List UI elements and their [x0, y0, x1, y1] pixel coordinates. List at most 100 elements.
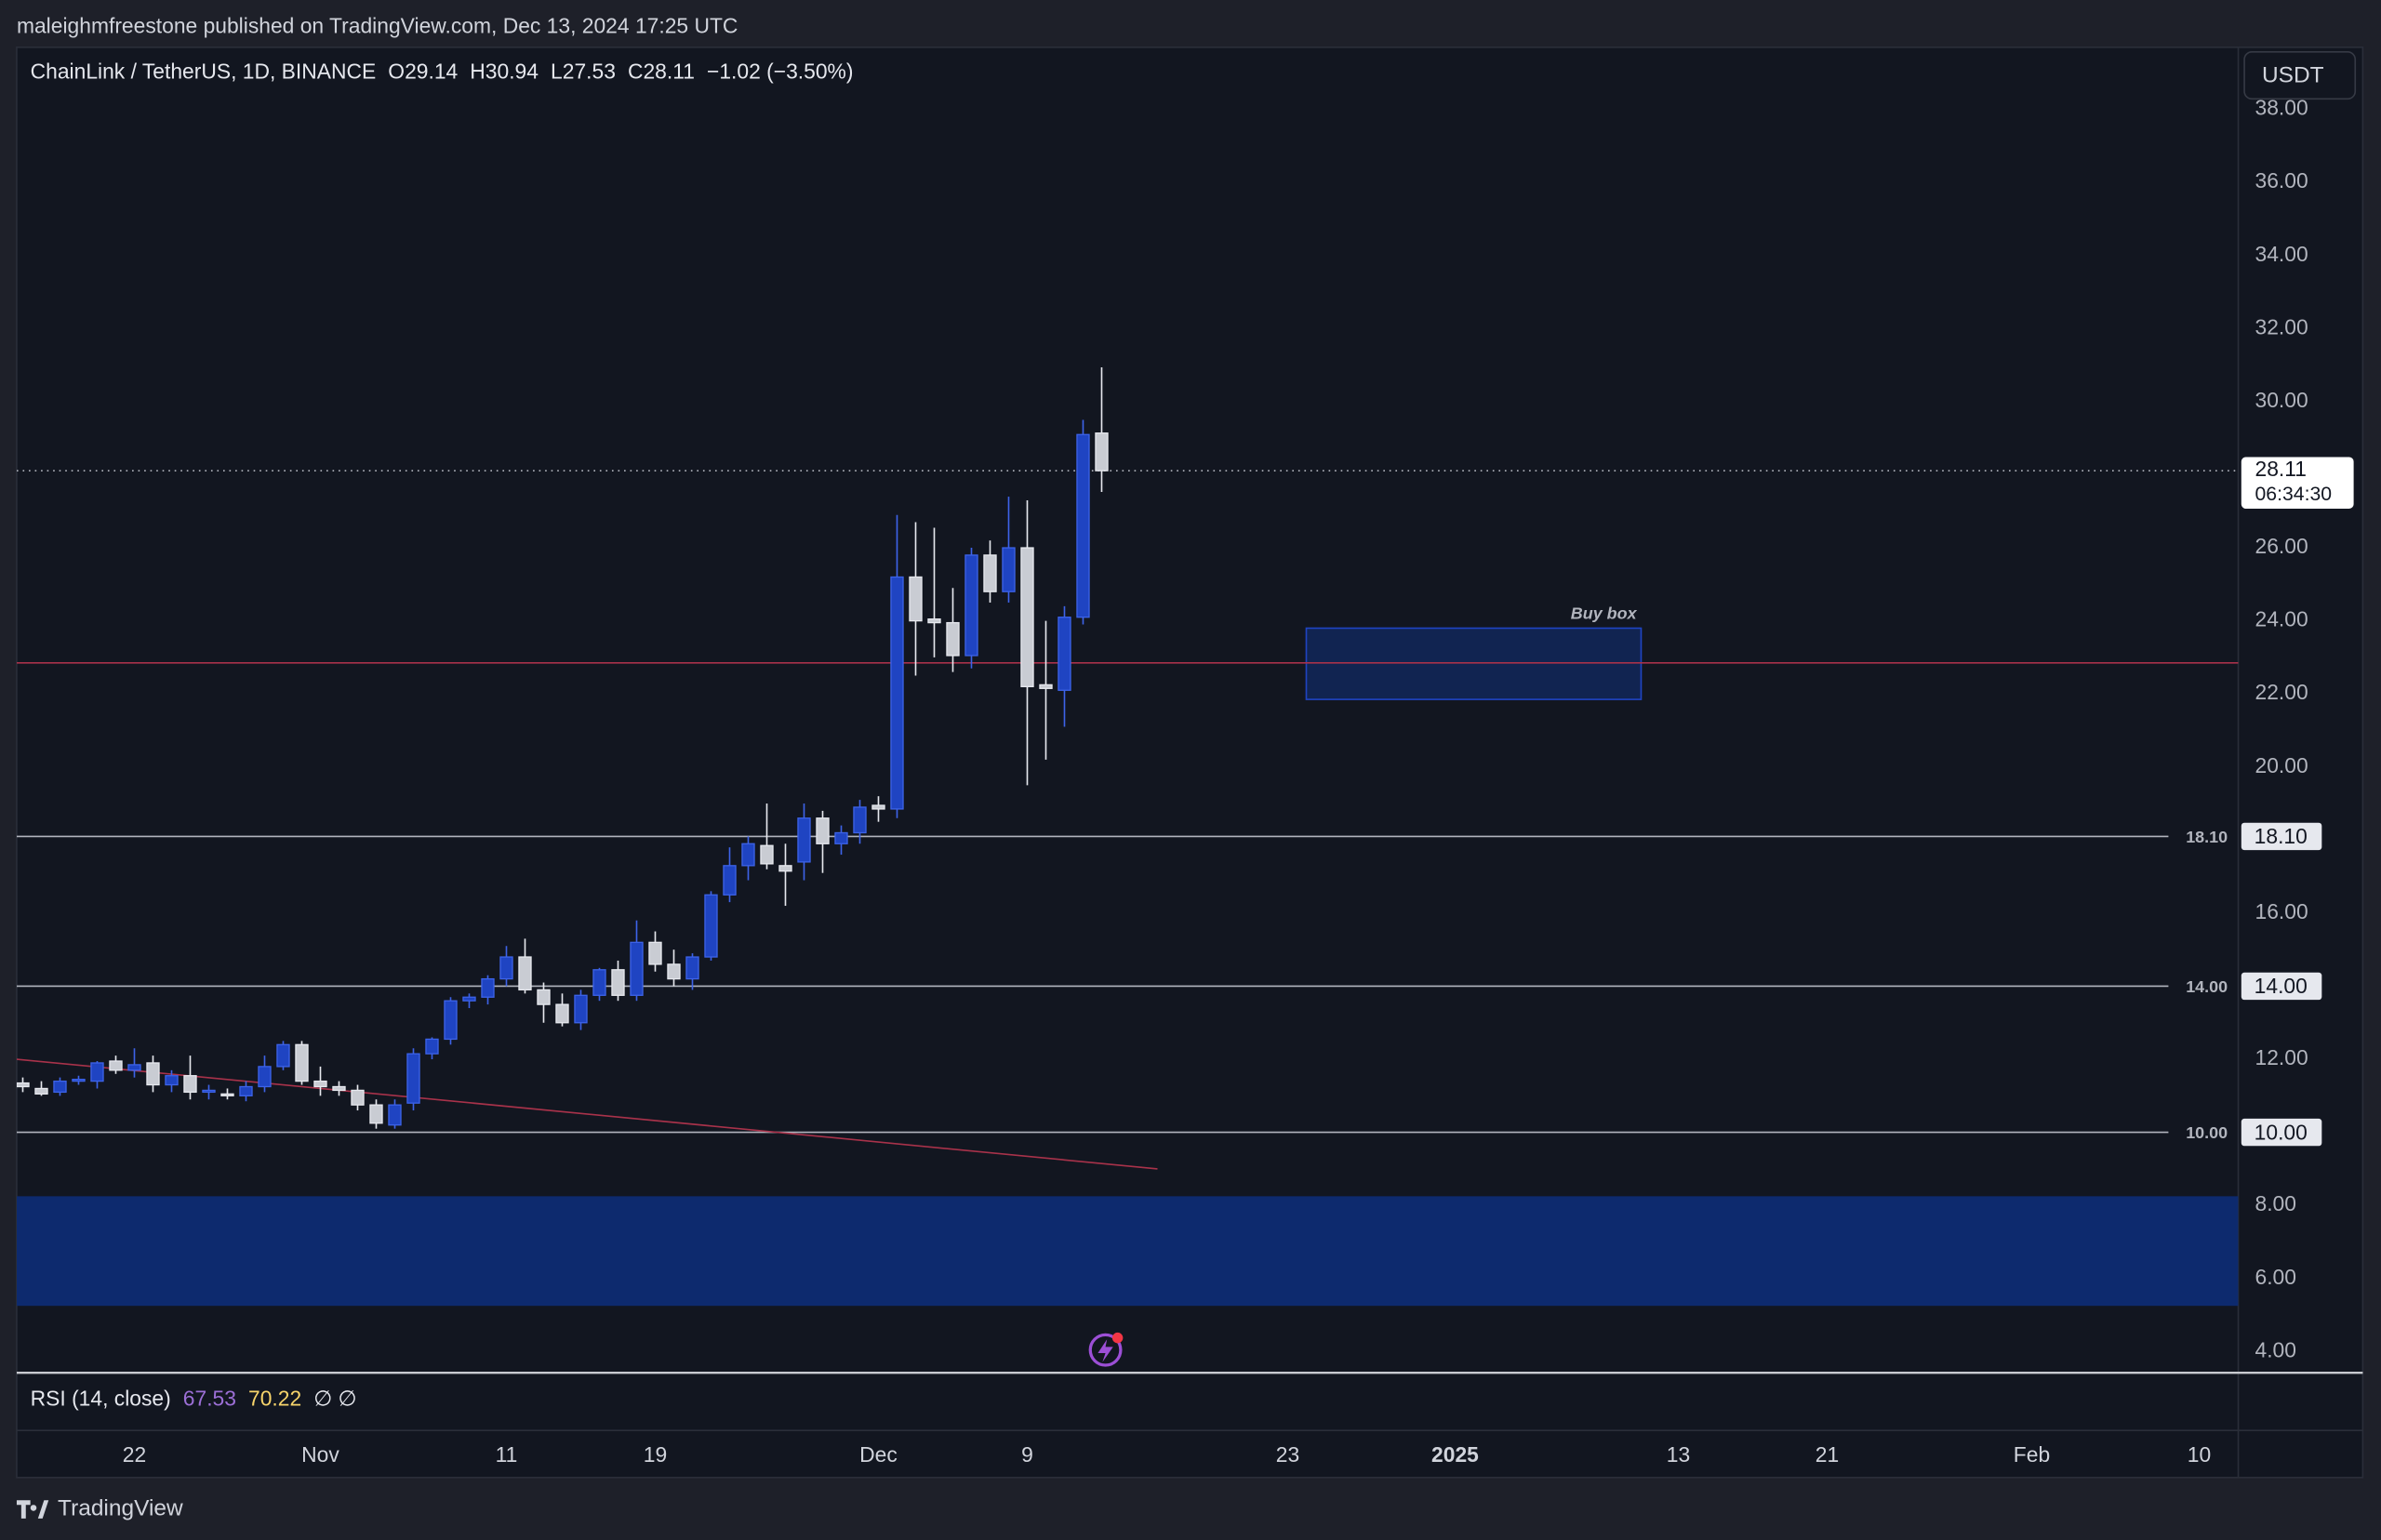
candle-body — [351, 1089, 365, 1106]
y-tick-label: 6.00 — [2255, 1265, 2295, 1289]
candle-body — [778, 865, 792, 872]
candle-body — [946, 621, 960, 657]
candle-body — [220, 1093, 234, 1096]
rsi-ma-value: 70.22 — [248, 1387, 301, 1411]
y-tick-label: 8.00 — [2255, 1191, 2295, 1215]
candle-body — [239, 1085, 253, 1096]
candle-body — [685, 956, 699, 980]
brand-logo — [16, 1500, 49, 1519]
ohlc-close: C28.11 — [628, 60, 695, 84]
y-tick-label: 30.00 — [2255, 388, 2308, 412]
level-axis-label: 18.10 — [2255, 824, 2308, 848]
y-tick-label: 26.00 — [2255, 534, 2308, 558]
candle-body — [704, 894, 718, 958]
candle-body — [1020, 547, 1034, 687]
demand-zone — [16, 1196, 2239, 1307]
x-tick-label: Feb — [2014, 1442, 2050, 1467]
x-tick-label: 22 — [123, 1442, 146, 1467]
level-label: 18.10 — [2186, 828, 2228, 846]
candle-body — [481, 977, 495, 998]
candle-body — [332, 1085, 346, 1092]
y-tick-label: 20.00 — [2255, 753, 2308, 777]
candle-body — [1057, 617, 1071, 691]
buy-box — [1305, 627, 1643, 700]
x-tick-label: 10 — [2188, 1442, 2211, 1467]
countdown: 06:34:30 — [2255, 484, 2332, 505]
candle-body — [611, 969, 625, 996]
level-axis-box — [2241, 1118, 2322, 1147]
candle-body — [1002, 547, 1016, 592]
candle-body — [90, 1062, 104, 1082]
candle-body — [574, 994, 588, 1024]
x-tick-label: Dec — [859, 1442, 898, 1467]
x-tick-label: 11 — [496, 1442, 518, 1467]
x-tick-label: Nov — [301, 1442, 339, 1467]
candle-body — [109, 1060, 123, 1071]
candle-body — [741, 843, 755, 867]
alert-icon — [1088, 1332, 1124, 1367]
candle-body — [34, 1087, 48, 1095]
candle-body — [53, 1080, 67, 1094]
symbol: ChainLink / TetherUS, 1D, BINANCE — [31, 60, 377, 84]
buy-box-label: Buy box — [1571, 604, 1638, 623]
level-axis-label: 14.00 — [2255, 974, 2308, 998]
currency: USDT — [2262, 62, 2324, 87]
x-tick-label: 21 — [1816, 1442, 1839, 1467]
candle-body — [499, 956, 513, 980]
candle-body — [518, 956, 532, 991]
ohlc-low: L27.53 — [551, 60, 616, 84]
candle-body — [202, 1089, 216, 1094]
legend-symbol: ChainLink / TetherUS, 1D, BINANCE O29.14 H… — [31, 60, 854, 84]
trendline — [16, 1058, 1158, 1170]
candle-body — [555, 1003, 569, 1024]
candle-body — [462, 996, 476, 1002]
candle-body — [871, 804, 885, 810]
ohlc-change: −1.02 (−3.50%) — [707, 60, 853, 84]
candle-body — [964, 554, 978, 657]
candle-body — [592, 969, 606, 996]
candle-body — [1095, 432, 1109, 471]
currency-button[interactable] — [2243, 50, 2357, 100]
y-tick-label: 22.00 — [2255, 680, 2308, 704]
ohlc-open: O29.14 — [388, 60, 458, 84]
rsi-extra: ∅ ∅ — [313, 1387, 356, 1411]
ohlc-high: H30.94 — [470, 60, 539, 84]
legend: ChainLink / TetherUS, 1D, BINANCE O29.14 H… — [31, 60, 854, 84]
publisher: maleighmfreestone published on TradingVi… — [17, 14, 738, 38]
level-axis-box — [2241, 972, 2322, 1001]
candle-body — [425, 1038, 439, 1055]
y-tick-label: 36.00 — [2255, 168, 2308, 192]
candle-body — [723, 865, 737, 896]
rsi-legend: RSI (14, close) 67.53 70.22 ∅ ∅ — [31, 1387, 357, 1411]
y-tick-label: 4.00 — [2255, 1337, 2295, 1361]
y-tick-label: 12.00 — [2255, 1045, 2308, 1069]
plot-area: Buy box — [16, 366, 2239, 1307]
candle-body — [165, 1075, 179, 1086]
candle-body — [927, 618, 941, 624]
candle-body — [183, 1075, 197, 1094]
y-tick-label: 24.00 — [2255, 607, 2308, 631]
candle-body — [295, 1043, 309, 1082]
level-label: 10.00 — [2186, 1123, 2228, 1142]
candle-body — [816, 817, 830, 844]
candle-body — [72, 1078, 86, 1082]
candle-body — [127, 1064, 141, 1071]
last-price-label: 28.11 — [2255, 457, 2306, 481]
x-tick-label: 9 — [1021, 1442, 1033, 1467]
candle-body — [648, 941, 662, 965]
candle-body — [1076, 433, 1090, 618]
x-tick-label: 13 — [1667, 1442, 1690, 1467]
candle-body — [983, 554, 997, 592]
candle-body — [834, 831, 848, 844]
candle-body — [388, 1104, 402, 1126]
candle-body — [760, 844, 774, 865]
candle-body — [146, 1062, 160, 1086]
x-tick-label: 19 — [644, 1442, 667, 1467]
candle-body — [313, 1080, 327, 1088]
candle-body — [909, 576, 923, 622]
rsi-title: RSI (14, close) — [31, 1387, 171, 1411]
candle-body — [258, 1066, 272, 1088]
candle-body — [630, 941, 644, 996]
